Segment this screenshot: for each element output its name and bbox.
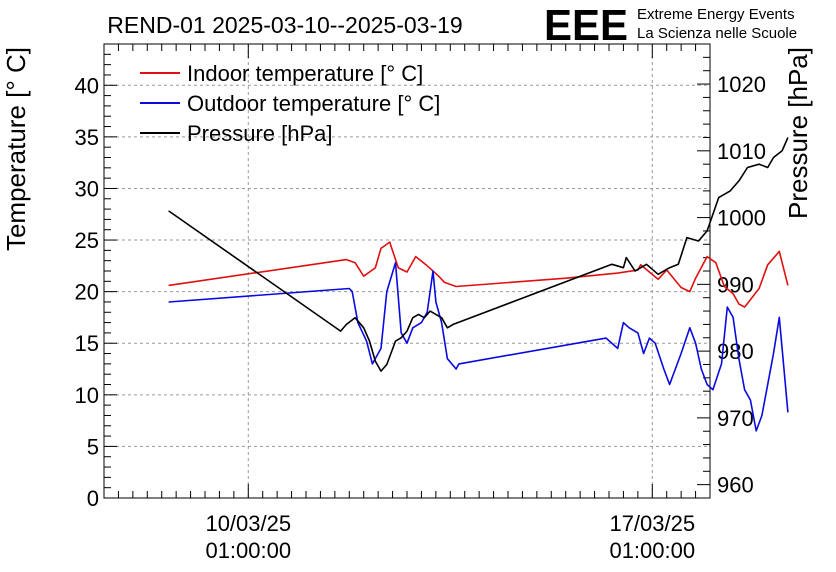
y-left-tick-label: 20 bbox=[75, 280, 99, 305]
y-axis-left-label: Temperature [° C] bbox=[1, 47, 31, 251]
y-right-tick-label: 1020 bbox=[717, 72, 766, 97]
y-left-tick-label: 5 bbox=[87, 434, 99, 459]
y-left-tick-label: 10 bbox=[75, 383, 99, 408]
eee-logo-text: EEE bbox=[544, 1, 628, 50]
series-line-outdoor-temperature-c bbox=[168, 261, 789, 432]
y-axis-right-label: Pressure [hPa] bbox=[783, 47, 813, 219]
legend-label: Outdoor temperature [° C] bbox=[187, 91, 440, 116]
y-right-tick-label: 1010 bbox=[717, 139, 766, 164]
y-right-tick-label: 1000 bbox=[717, 206, 766, 231]
y-right-tick-label: 970 bbox=[717, 406, 754, 431]
y-left-tick-label: 30 bbox=[75, 176, 99, 201]
legend-label: Indoor temperature [° C] bbox=[187, 61, 423, 86]
chart-title: REND-01 2025-03-10--2025-03-19 bbox=[107, 12, 462, 38]
axis-ticks: 0510152025303540960970980990100010101020… bbox=[75, 43, 766, 563]
legend-label: Pressure [hPa] bbox=[187, 121, 333, 146]
eee-logo-line1: Extreme Energy Events bbox=[637, 6, 795, 23]
series-line-pressure-hpa bbox=[168, 137, 789, 372]
y-right-tick-label: 990 bbox=[717, 272, 754, 297]
y-left-tick-label: 0 bbox=[87, 486, 99, 511]
y-right-tick-label: 960 bbox=[717, 473, 754, 498]
x-tick-label-date: 17/03/25 bbox=[609, 511, 695, 536]
eee-logo-line2: La Scienza nelle Scuole bbox=[637, 25, 797, 42]
eee-logo: EEE Extreme Energy Events La Scienza nel… bbox=[544, 1, 797, 50]
y-left-tick-label: 40 bbox=[75, 73, 99, 98]
y-left-tick-label: 15 bbox=[75, 331, 99, 356]
x-tick-label-date: 10/03/25 bbox=[205, 511, 291, 536]
x-tick-label-time: 01:00:00 bbox=[609, 538, 695, 563]
grid-lines bbox=[104, 44, 710, 498]
series-layer bbox=[168, 137, 789, 432]
y-left-tick-label: 25 bbox=[75, 228, 99, 253]
y-left-tick-label: 35 bbox=[75, 125, 99, 150]
legend: Indoor temperature [° C] Outdoor temperat… bbox=[140, 61, 440, 146]
x-tick-label-time: 01:00:00 bbox=[205, 538, 291, 563]
